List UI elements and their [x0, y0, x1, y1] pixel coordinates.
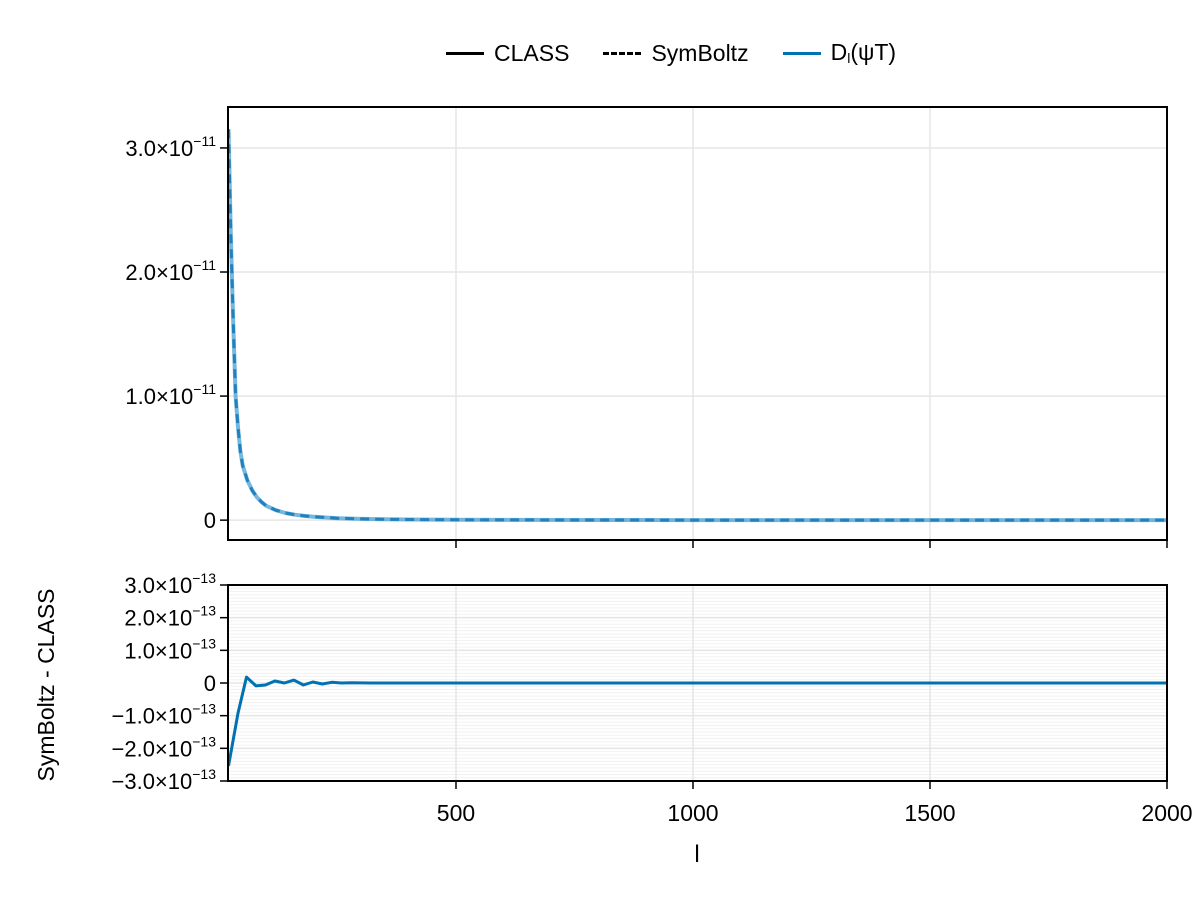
- legend-item-symboltz: SymBoltz: [603, 39, 749, 67]
- plot-frame: [227, 106, 1168, 541]
- y-tick-label: 1.0×10−13: [124, 635, 216, 663]
- series-line-symboltz-class: [228, 675, 1167, 767]
- series-line-class: [228, 129, 1167, 523]
- y-tick-label: 0: [204, 508, 216, 533]
- x-tick-label: 500: [437, 800, 475, 826]
- residual-plot-panel: −3.0×10−13 −2.0×10−13 −1.0×10−13 0 1.0×10−13…: [112, 570, 1193, 826]
- y-axis-label-residual: SymBoltz - CLASS: [33, 589, 59, 782]
- y-tick-label: −1.0×10−13: [112, 701, 217, 729]
- series-line-symboltz: [228, 129, 1167, 522]
- top-plot-panel: 0 1.0×10−11 2.0×10−11 3.0×10−11: [125, 106, 1168, 548]
- blue-line-icon: [782, 51, 821, 55]
- y-tick-label: 3.0×10−13: [124, 570, 216, 598]
- y-tick-label: −3.0×10−13: [112, 766, 217, 794]
- legend: CLASS SymBoltz Dl(ψT): [446, 36, 896, 70]
- legend-label: SymBoltz: [651, 40, 749, 66]
- y-tick-label: 3.0×10−11: [125, 133, 216, 161]
- y-tick-label: 2.0×10−11: [125, 257, 216, 285]
- solid-line-icon: [446, 51, 484, 55]
- x-tick-label: 1000: [667, 800, 718, 826]
- y-tick-label: −2.0×10−13: [112, 733, 217, 761]
- legend-label: Dl(ψT): [830, 38, 897, 66]
- x-tick-label: 2000: [1141, 800, 1192, 826]
- legend-label: CLASS: [494, 40, 570, 66]
- dashed-line-icon: [603, 51, 642, 55]
- y-tick-label: 2.0×10−13: [124, 603, 216, 631]
- legend-item-class: CLASS: [446, 39, 569, 67]
- y-tick-label: 0: [204, 671, 216, 696]
- legend-item-dl: Dl(ψT): [782, 38, 897, 69]
- y-tick-label: 1.0×10−11: [125, 381, 216, 409]
- x-tick-label: 1500: [904, 800, 955, 826]
- x-axis-label: l: [694, 841, 699, 868]
